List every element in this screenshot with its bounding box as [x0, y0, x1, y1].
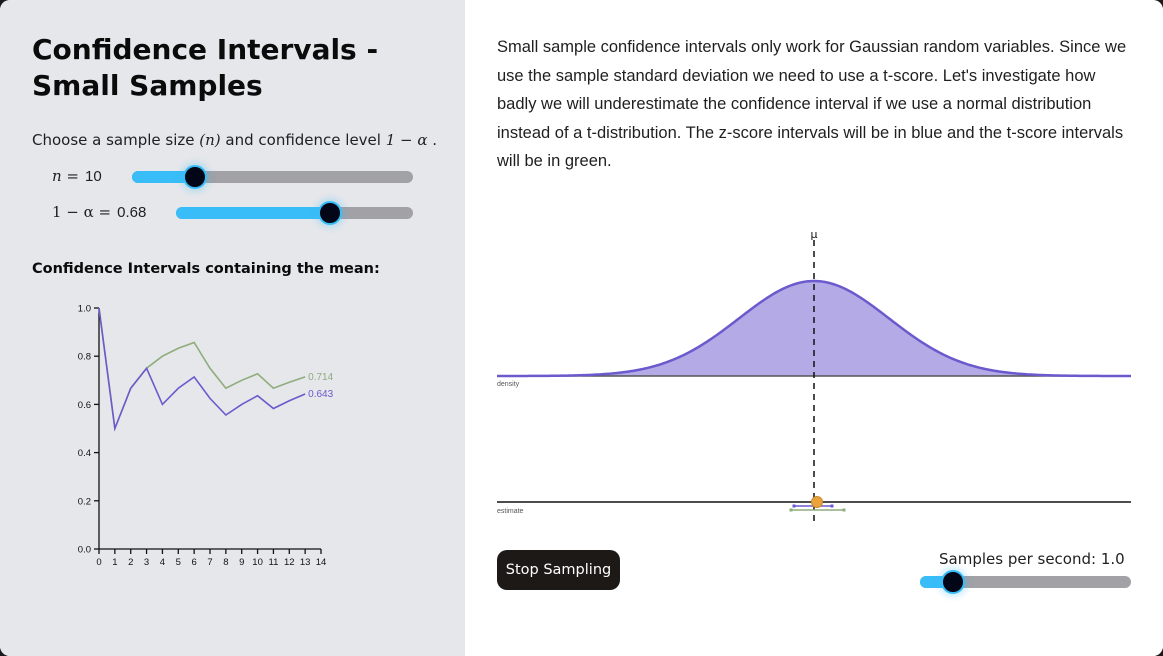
prompt-n-math: (n) — [199, 131, 221, 149]
y-tick-label: 0.8 — [78, 352, 91, 363]
y-tick-label: 0.0 — [78, 545, 91, 556]
density-label: density — [497, 381, 520, 388]
y-tick-label: 0.4 — [78, 448, 91, 459]
z-score-end-label: 0.643 — [308, 389, 333, 400]
n-math-label: n = — [52, 167, 79, 185]
x-tick-label: 12 — [284, 557, 295, 568]
x-tick-label: 2 — [128, 557, 133, 568]
x-tick-label: 1 — [112, 557, 117, 568]
y-tick-label: 0.6 — [78, 400, 91, 411]
x-tick-label: 6 — [191, 557, 196, 568]
x-tick-label: 4 — [160, 557, 165, 568]
y-tick-label: 1.0 — [78, 304, 91, 315]
x-tick-label: 3 — [144, 557, 149, 568]
mu-label: μ — [811, 228, 818, 241]
confidence-row: 1 − α = 0.68 — [52, 203, 146, 221]
coverage-line-chart: 0.00.20.40.60.81.00 1 2 3 4 5 6 7 8 9 10 11 12 13 140.… — [78, 304, 334, 569]
x-tick-label: 5 — [176, 557, 181, 568]
samples-per-second-label: Samples per second: 1.0 — [939, 550, 1125, 568]
x-tick-label: 8 — [223, 557, 228, 568]
density-estimate-plot: density μ estimate — [497, 228, 1131, 525]
x-tick-label: 13 — [300, 557, 311, 568]
samples-per-second-slider-thumb[interactable] — [941, 570, 965, 594]
description-text: Small sample confidence intervals only w… — [497, 38, 1127, 170]
x-tick-label: 0 — [96, 557, 101, 568]
confidence-value: 0.68 — [117, 204, 147, 221]
prompt-alpha-math: 1 − α — [385, 131, 428, 149]
confidence-slider-fill — [176, 207, 332, 219]
samples-per-second-slider[interactable] — [920, 570, 1131, 594]
x-tick-label: 10 — [252, 557, 263, 568]
instruction-text: Choose a sample size (n) and confidence … — [32, 131, 437, 149]
prompt-prefix: Choose a sample size — [32, 131, 200, 149]
sample-size-row: n = 10 — [52, 167, 102, 185]
prompt-suffix: . — [427, 131, 438, 149]
stop-sampling-button[interactable]: Stop Sampling — [497, 550, 620, 590]
visualization-panel: Small sample confidence intervals only w… — [465, 0, 1163, 656]
y-tick-label: 0.2 — [78, 496, 91, 507]
estimate-label: estimate — [497, 508, 524, 515]
x-tick-label: 9 — [239, 557, 244, 568]
page-title: Confidence Intervals - Small Samples — [32, 33, 379, 102]
alpha-math-label: 1 − α = — [52, 203, 112, 221]
chart-heading: Confidence Intervals containing the mean… — [32, 261, 380, 277]
sample-size-value: 10 — [85, 168, 102, 185]
density-curve-line — [497, 279, 1131, 378]
t-score-interval — [789, 508, 846, 512]
x-tick-label: 11 — [268, 557, 278, 568]
sample-estimate-point — [811, 496, 823, 508]
chart-plot-area: 0.00.20.40.60.81.00 1 2 3 4 5 6 7 8 9 10 11 12 13 140.… — [78, 304, 334, 569]
sample-size-slider[interactable] — [132, 165, 413, 189]
sample-size-slider-thumb[interactable] — [183, 165, 207, 189]
confidence-slider-thumb[interactable] — [318, 201, 342, 225]
x-tick-label: 14 — [316, 557, 327, 568]
sample-size-slider-fill — [132, 171, 195, 183]
prompt-mid: and confidence level — [220, 131, 386, 149]
x-tick-label: 7 — [207, 557, 212, 568]
t-score-end-label: 0.714 — [308, 372, 333, 383]
confidence-label: 1 − α = 0.68 — [52, 203, 146, 221]
controls-panel: Confidence Intervals - Small Samples Cho… — [0, 0, 465, 656]
t-score-series-line — [98, 307, 306, 432]
confidence-slider[interactable] — [176, 201, 413, 225]
z-score-series-line — [98, 307, 306, 432]
sample-size-label: n = 10 — [52, 167, 102, 185]
